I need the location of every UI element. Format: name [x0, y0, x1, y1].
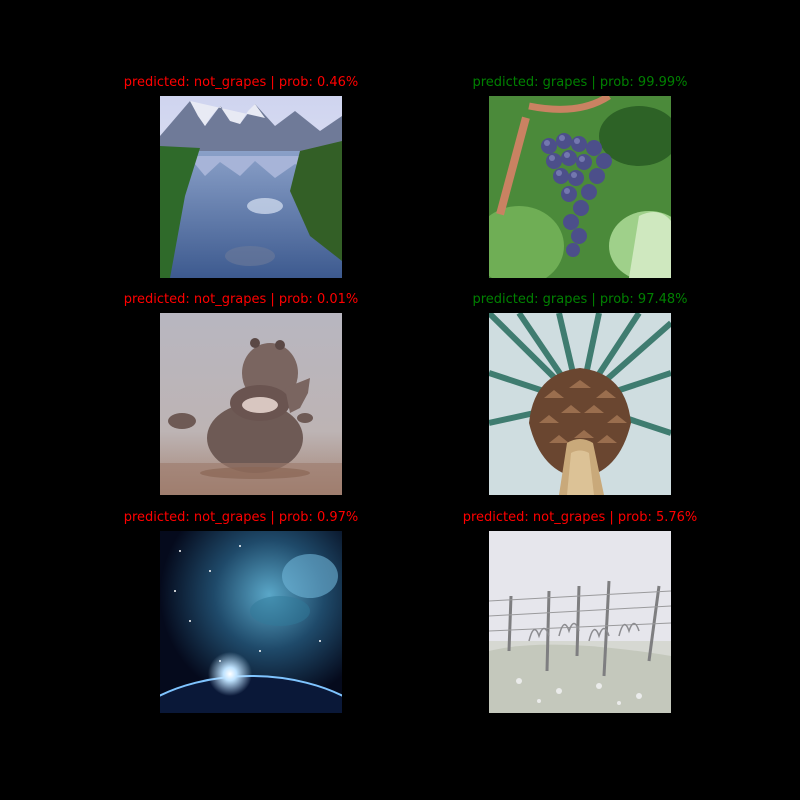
- prediction-title: predicted: grapes | prob: 97.48%: [472, 292, 688, 307]
- space-planet-icon: [160, 531, 342, 713]
- palm-cone-icon: [489, 313, 671, 495]
- mountain-lake-icon: [160, 96, 342, 278]
- hippo-icon: [160, 313, 342, 495]
- prediction-title: predicted: not_grapes | prob: 0.01%: [123, 292, 359, 307]
- prediction-title: predicted: not_grapes | prob: 0.46%: [123, 75, 359, 90]
- grape-bunch-icon: [489, 96, 671, 278]
- prediction-title: predicted: not_grapes | prob: 5.76%: [462, 510, 698, 525]
- prediction-title: predicted: not_grapes | prob: 0.97%: [123, 510, 359, 525]
- prediction-title: predicted: grapes | prob: 99.99%: [472, 75, 688, 90]
- frosted-vineyard-icon: [489, 531, 671, 713]
